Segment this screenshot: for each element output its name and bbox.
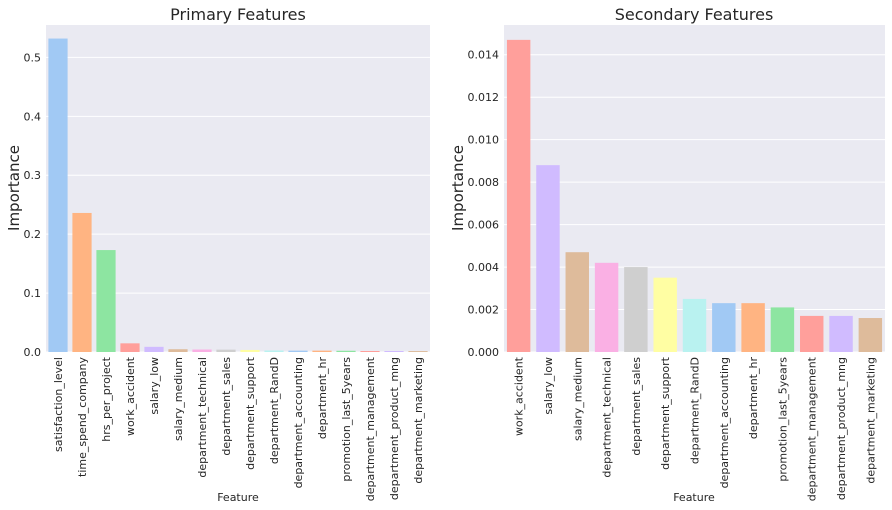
primary-chart-title: Primary Features	[170, 5, 306, 24]
y-tick-label: 0.4	[24, 110, 42, 123]
x-tick-label: salary_low	[148, 357, 161, 415]
bar-promotion_last_5years	[770, 307, 795, 352]
y-tick-label: 0.5	[24, 51, 42, 64]
primary-bars	[48, 38, 428, 352]
x-tick-label: promotion_last_5years	[340, 357, 353, 482]
y-tick-label: 0.008	[468, 176, 500, 189]
x-tick-label: work_accident	[513, 356, 526, 436]
x-tick-label: department_marketing	[864, 357, 877, 484]
primary-x-ticks: satisfaction_level time_spend_company hrs_…	[52, 356, 425, 501]
bar-salary_low	[536, 165, 560, 352]
bar-department_support	[653, 277, 677, 352]
x-tick-label: salary_medium	[172, 357, 185, 441]
primary-y-axis-label: Importance	[5, 145, 23, 231]
primary-x-axis-label: Feature	[217, 491, 259, 504]
x-tick-label: department_sales	[220, 357, 233, 456]
bar-time_spend_company	[72, 212, 92, 352]
bar-salary_low	[144, 346, 164, 352]
bar-department_accounting	[712, 303, 736, 352]
y-tick-label: 0.2	[24, 228, 42, 241]
secondary-y-ticks: 0.000 0.002 0.004 0.006 0.008 0.010 0.012 0.014	[468, 49, 500, 359]
y-tick-label: 0.004	[468, 261, 500, 274]
bar-department_hr	[312, 350, 332, 352]
x-tick-label: department_hr	[316, 357, 329, 440]
x-tick-label: department_accounting	[718, 357, 731, 488]
x-tick-label: department_product_mng	[835, 357, 848, 500]
primary-features-chart: 0.0 0.1 0.2 0.3 0.4 0.5 satisfaction_level tim…	[5, 5, 430, 504]
x-tick-label: department_technical	[601, 357, 614, 478]
x-tick-label: department_management	[364, 356, 377, 501]
x-tick-label: work_accident	[124, 356, 137, 436]
bar-department_marketing	[858, 318, 883, 352]
y-tick-label: 0.1	[24, 287, 42, 300]
x-tick-label: department_management	[806, 356, 819, 501]
bar-department_technical	[192, 349, 212, 352]
bar-department_marketing	[408, 351, 428, 352]
bar-salary_medium	[565, 252, 589, 352]
bar-satisfaction_level	[48, 38, 68, 352]
secondary-features-chart: 0.000 0.002 0.004 0.006 0.008 0.010 0.012 0.014…	[449, 5, 885, 504]
x-tick-label: department_RandD	[268, 357, 281, 464]
y-tick-label: 0.0	[24, 346, 42, 359]
bar-department_product_mng	[384, 350, 404, 352]
x-tick-label: satisfaction_level	[52, 357, 65, 452]
x-tick-label: salary_low	[542, 357, 555, 415]
x-tick-label: department_support	[244, 356, 257, 469]
x-tick-label: department_accounting	[292, 357, 305, 488]
y-tick-label: 0.000	[468, 346, 500, 359]
bar-department_hr	[741, 303, 765, 352]
secondary-x-axis-label: Feature	[673, 491, 715, 504]
bar-department_technical	[594, 262, 619, 352]
bar-department_product_mng	[829, 315, 853, 352]
x-tick-label: department_hr	[747, 357, 760, 440]
y-tick-label: 0.014	[468, 49, 500, 62]
bar-department_accounting	[288, 350, 308, 352]
secondary-bars	[506, 39, 883, 352]
bar-department_management	[360, 350, 380, 352]
bar-promotion_last_5years	[336, 350, 356, 352]
secondary-x-ticks: work_accident salary_low salary_medium depa…	[513, 356, 878, 501]
bar-department_management	[800, 315, 824, 352]
bar-salary_medium	[168, 349, 188, 352]
primary-y-ticks: 0.0 0.1 0.2 0.3 0.4 0.5	[24, 51, 42, 359]
secondary-chart-title: Secondary Features	[615, 5, 774, 24]
x-tick-label: department_product_mng	[388, 357, 401, 500]
x-tick-label: hrs_per_project	[100, 356, 113, 441]
x-tick-label: salary_medium	[571, 357, 584, 441]
y-tick-label: 0.006	[468, 219, 500, 232]
x-tick-label: department_marketing	[412, 357, 425, 484]
x-tick-label: promotion_last_5years	[776, 357, 789, 482]
bar-department_RandD	[264, 350, 284, 352]
bar-work_accident	[120, 343, 140, 352]
secondary-y-axis-label: Importance	[449, 145, 467, 231]
bar-department_RandD	[682, 298, 707, 352]
y-tick-label: 0.010	[468, 134, 500, 147]
x-tick-label: time_spend_company	[76, 357, 89, 477]
x-tick-label: department_RandD	[689, 357, 702, 464]
x-tick-label: department_technical	[196, 357, 209, 478]
y-tick-label: 0.002	[468, 304, 500, 317]
bar-work_accident	[506, 39, 531, 352]
x-tick-label: department_support	[659, 356, 672, 469]
bar-department_sales	[216, 349, 236, 352]
y-tick-label: 0.012	[468, 91, 500, 104]
bar-hrs_per_project	[96, 250, 116, 352]
bar-department_support	[240, 349, 260, 352]
bar-department_sales	[624, 267, 648, 352]
y-tick-label: 0.3	[24, 169, 42, 182]
x-tick-label: department_sales	[630, 357, 643, 456]
